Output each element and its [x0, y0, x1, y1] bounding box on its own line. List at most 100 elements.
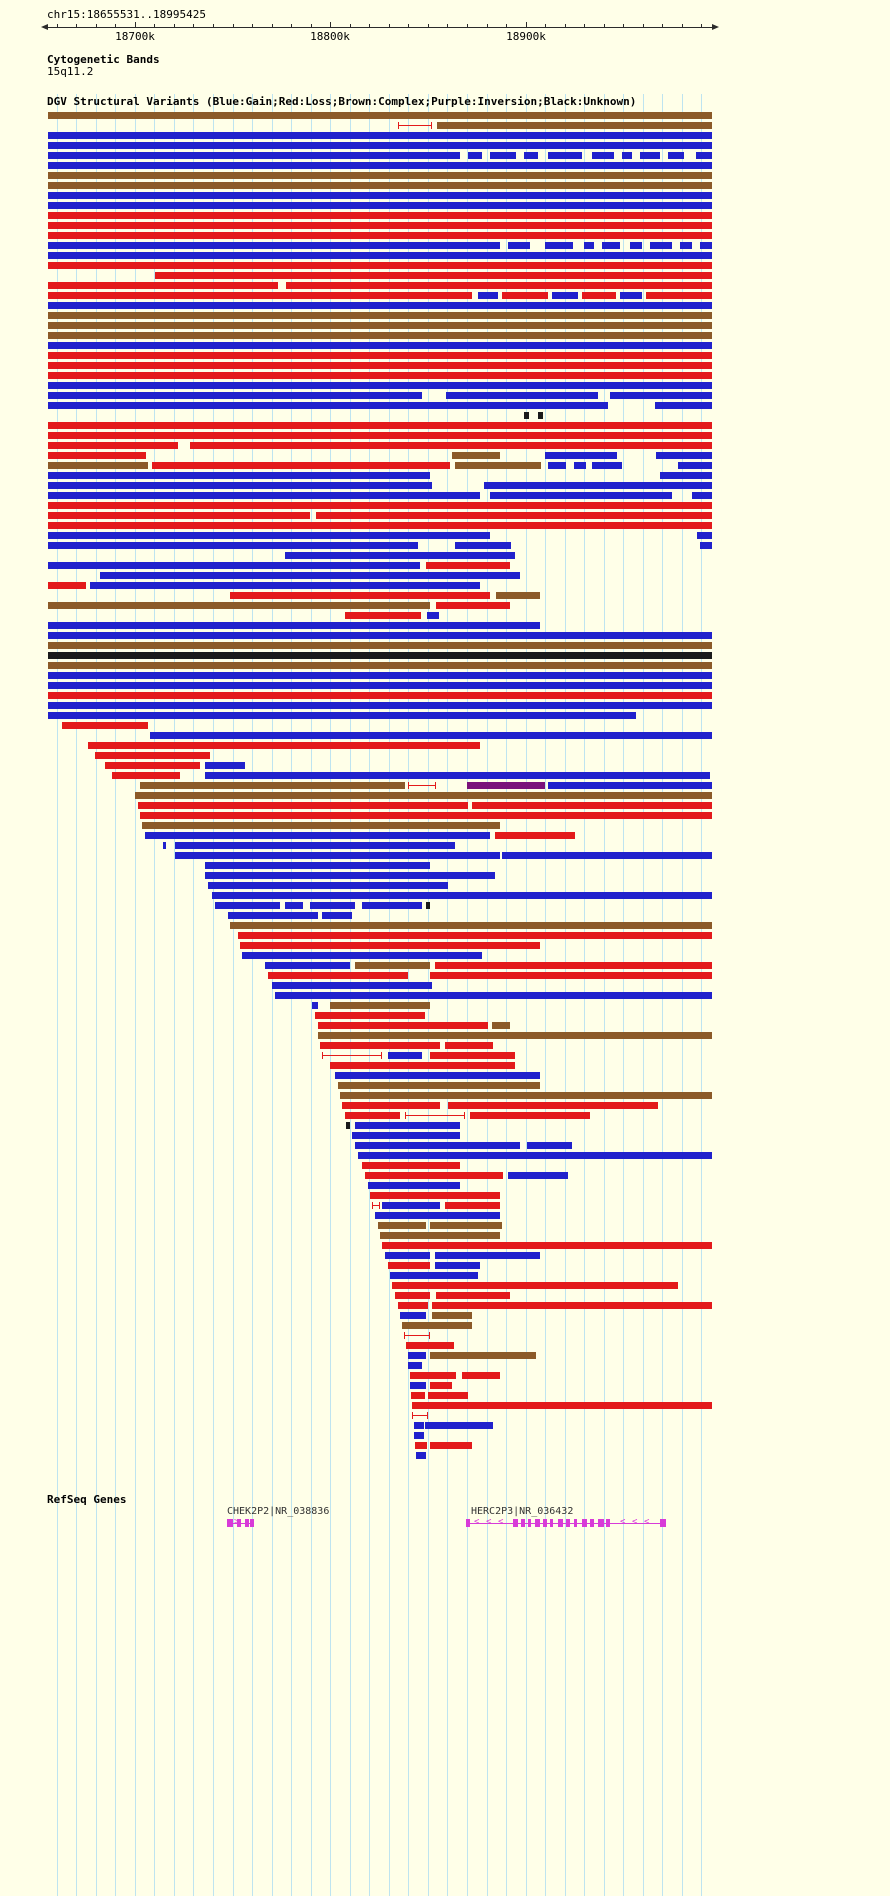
variant-bar-gain[interactable]: [696, 152, 712, 159]
variant-bar-gain[interactable]: [680, 242, 692, 249]
variant-errorbar-loss[interactable]: [372, 1202, 380, 1209]
variant-bar-gain[interactable]: [355, 1122, 460, 1129]
variant-bar-gain[interactable]: [455, 542, 511, 549]
variant-bar-complex[interactable]: [142, 822, 500, 829]
variant-bar-gain[interactable]: [622, 152, 632, 159]
variant-bar-loss[interactable]: [345, 612, 421, 619]
variant-bar-gain[interactable]: [385, 1252, 430, 1259]
variant-bar-gain[interactable]: [48, 632, 712, 639]
variant-bar-gain[interactable]: [610, 392, 712, 399]
variant-bar-loss[interactable]: [88, 742, 480, 749]
variant-bar-gain[interactable]: [150, 732, 712, 739]
variant-bar-gain[interactable]: [228, 912, 318, 919]
gene-exon[interactable]: [250, 1519, 254, 1527]
variant-bar-gain[interactable]: [592, 152, 614, 159]
variant-bar-loss[interactable]: [240, 942, 540, 949]
gene-exon[interactable]: [582, 1519, 587, 1527]
gene-exon[interactable]: [535, 1519, 540, 1527]
variant-bar-loss[interactable]: [448, 1102, 658, 1109]
variant-bar-loss[interactable]: [48, 262, 712, 269]
variant-bar-gain[interactable]: [545, 452, 617, 459]
variant-bar-gain[interactable]: [48, 682, 712, 689]
variant-bar-gain[interactable]: [502, 852, 712, 859]
variant-bar-gain[interactable]: [668, 152, 684, 159]
variant-bar-gain[interactable]: [574, 462, 586, 469]
variant-bar-loss[interactable]: [48, 522, 712, 529]
variant-bar-loss[interactable]: [445, 1202, 500, 1209]
variant-bar-gain[interactable]: [48, 402, 608, 409]
variant-bar-loss[interactable]: [646, 292, 712, 299]
variant-bar-loss[interactable]: [398, 1302, 428, 1309]
variant-bar-complex[interactable]: [48, 182, 712, 189]
variant-bar-complex[interactable]: [230, 922, 712, 929]
gene-exon[interactable]: [237, 1519, 241, 1527]
variant-bar-loss[interactable]: [382, 1242, 712, 1249]
variant-bar-gain[interactable]: [275, 992, 712, 999]
variant-bar-loss[interactable]: [430, 1052, 515, 1059]
variant-bar-loss[interactable]: [238, 932, 712, 939]
variant-bar-gain[interactable]: [215, 902, 280, 909]
variant-bar-gain[interactable]: [285, 552, 515, 559]
variant-bar-gain[interactable]: [145, 832, 490, 839]
variant-bar-gain[interactable]: [640, 152, 660, 159]
variant-bar-gain[interactable]: [508, 1172, 568, 1179]
variant-bar-gain[interactable]: [272, 982, 432, 989]
variant-bar-loss[interactable]: [342, 1102, 440, 1109]
variant-bar-loss[interactable]: [320, 1042, 440, 1049]
variant-bar-loss[interactable]: [345, 1112, 400, 1119]
variant-bar-loss[interactable]: [48, 362, 712, 369]
variant-bar-loss[interactable]: [362, 1162, 460, 1169]
variant-bar-gain[interactable]: [656, 452, 712, 459]
variant-bar-loss[interactable]: [155, 272, 712, 279]
variant-bar-complex[interactable]: [496, 592, 540, 599]
variant-bar-loss[interactable]: [582, 292, 616, 299]
gene-exon[interactable]: [521, 1519, 525, 1527]
variant-errorbar-loss[interactable]: [405, 1112, 465, 1119]
variant-bar-gain[interactable]: [208, 882, 448, 889]
variant-bar-gain[interactable]: [508, 242, 530, 249]
variant-bar-gain[interactable]: [527, 1142, 572, 1149]
variant-bar-loss[interactable]: [48, 692, 712, 699]
gene-exon[interactable]: [566, 1519, 570, 1527]
variant-bar-loss[interactable]: [426, 562, 510, 569]
variant-bar-gain[interactable]: [205, 772, 710, 779]
variant-bar-gain[interactable]: [48, 672, 712, 679]
variant-bar-loss[interactable]: [436, 1292, 510, 1299]
variant-bar-gain[interactable]: [548, 462, 566, 469]
variant-bar-gain[interactable]: [310, 902, 355, 909]
variant-bar-complex[interactable]: [432, 1312, 472, 1319]
variant-bar-gain[interactable]: [446, 392, 598, 399]
variant-bar-complex[interactable]: [330, 1002, 430, 1009]
gene-exon[interactable]: [528, 1519, 531, 1527]
variant-bar-loss[interactable]: [48, 512, 310, 519]
variant-bar-loss[interactable]: [392, 1282, 678, 1289]
variant-bar-loss[interactable]: [48, 452, 146, 459]
variant-bar-complex[interactable]: [340, 1092, 712, 1099]
variant-bar-gain[interactable]: [48, 162, 712, 169]
variant-bar-gain[interactable]: [416, 1452, 426, 1459]
variant-bar-complex[interactable]: [48, 172, 712, 179]
variant-bar-loss[interactable]: [502, 292, 548, 299]
variant-bar-loss[interactable]: [268, 972, 408, 979]
variant-bar-complex[interactable]: [48, 322, 712, 329]
variant-bar-complex[interactable]: [48, 662, 712, 669]
variant-bar-complex[interactable]: [455, 462, 541, 469]
variant-bar-gain[interactable]: [322, 912, 352, 919]
variant-bar-complex[interactable]: [140, 782, 405, 789]
variant-bar-gain[interactable]: [584, 242, 594, 249]
variant-bar-gain[interactable]: [678, 462, 712, 469]
variant-bar-gain[interactable]: [48, 532, 490, 539]
variant-bar-loss[interactable]: [62, 722, 148, 729]
variant-bar-complex[interactable]: [430, 1352, 536, 1359]
variant-bar-loss[interactable]: [48, 442, 178, 449]
variant-bar-gain[interactable]: [490, 492, 672, 499]
variant-bar-gain[interactable]: [368, 1182, 460, 1189]
variant-bar-gain[interactable]: [490, 152, 516, 159]
variant-bar-complex[interactable]: [452, 452, 500, 459]
variant-bar-complex[interactable]: [48, 602, 430, 609]
gene-exon[interactable]: [606, 1519, 610, 1527]
variant-bar-loss[interactable]: [48, 372, 712, 379]
variant-bar-gain[interactable]: [484, 482, 712, 489]
variant-bar-loss[interactable]: [432, 1302, 712, 1309]
variant-bar-gain[interactable]: [48, 712, 636, 719]
